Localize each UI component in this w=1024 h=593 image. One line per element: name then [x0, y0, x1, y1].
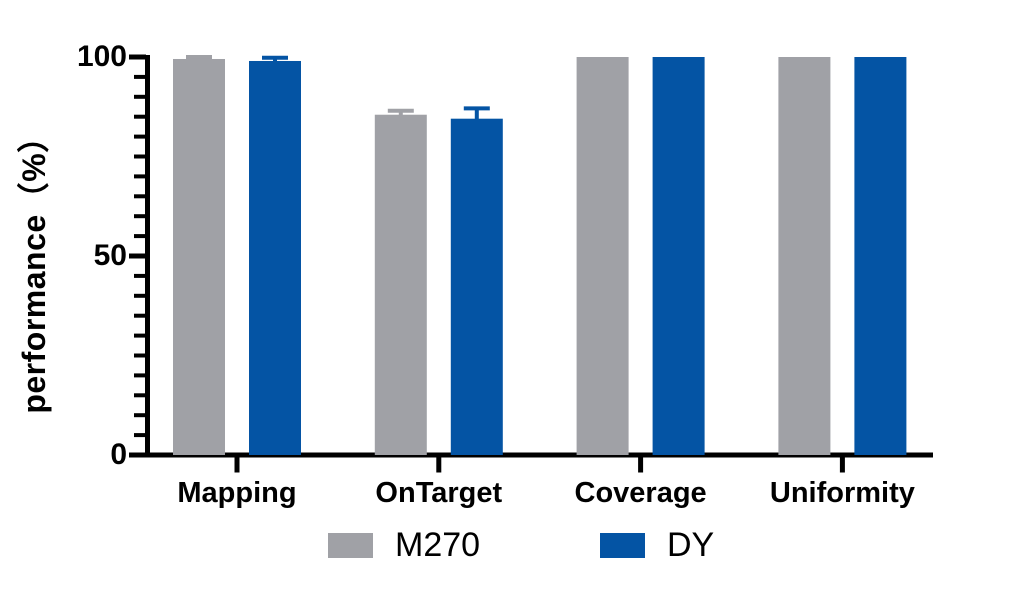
x-tick-label-coverage: Coverage: [574, 477, 707, 509]
x-tick-label-uniformity: Uniformity: [769, 477, 915, 509]
legend-swatch-m270: [328, 532, 373, 558]
legend-item-m270: M270: [328, 527, 480, 563]
y-tick-label-100: 100: [76, 40, 127, 73]
legend-item-dy: DY: [600, 527, 714, 563]
x-tick-label-ontarget: OnTarget: [375, 477, 503, 509]
x-tick-label-mapping: Mapping: [177, 477, 297, 509]
y-tick-label-50: 50: [93, 239, 127, 272]
legend-label-m270: M270: [395, 526, 481, 564]
legend-swatch-dy: [600, 532, 645, 558]
legend-label-dy: DY: [667, 526, 715, 564]
y-tick-label-0: 0: [110, 438, 127, 471]
